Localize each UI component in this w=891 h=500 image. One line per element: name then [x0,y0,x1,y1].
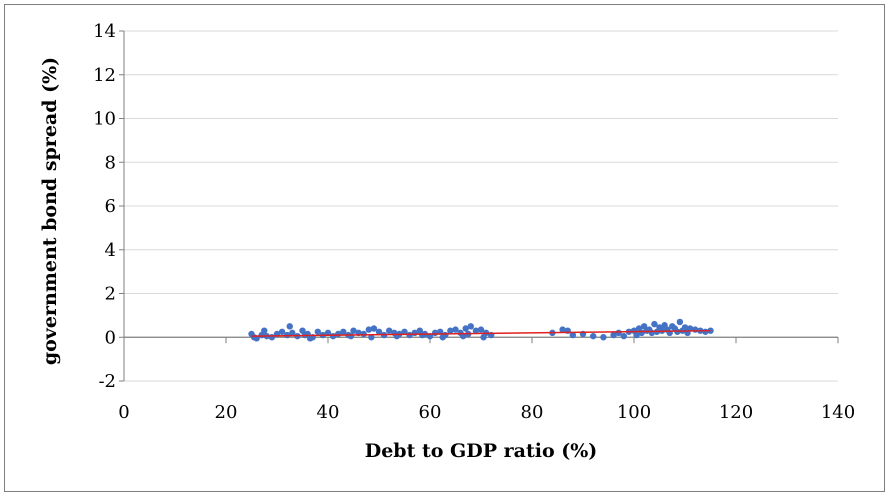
y-tick-label: 4 [105,240,116,261]
data-point [676,318,684,326]
data-point [375,328,383,335]
data-point [278,328,286,335]
y-tick-label: 6 [105,196,116,217]
data-point [480,334,487,341]
y-tick-label: 12 [93,65,116,86]
data-point [651,320,658,328]
data-point [559,326,566,333]
chart-frame [4,4,885,492]
y-tick-label: 14 [93,21,116,42]
gridlines [124,30,838,382]
data-point [350,327,357,334]
data-point [368,334,375,341]
y-tick-label: 10 [93,109,116,130]
data-point [370,325,378,332]
data-point [610,331,617,339]
data-point [633,331,640,339]
data-point [620,332,627,340]
data-point [314,328,321,335]
trendline-group [251,329,711,337]
data-point [447,327,454,334]
data-point [452,326,459,333]
data-point [306,335,314,342]
data-point [439,334,446,341]
data-point [472,327,480,334]
data-point [419,331,426,339]
data-point [386,327,393,334]
data-point [681,324,689,331]
x-tick-label: 40 [317,402,340,423]
data-point [347,332,355,340]
data-point [686,325,694,332]
y-tick-label: -2 [98,371,116,392]
y-tick-label: 8 [105,152,116,173]
data-point [590,332,597,340]
data-point [365,326,372,333]
y-tick-labels: -2 0 2 4 6 8 10 12 14 [93,21,116,392]
data-point [467,323,474,330]
data-points [248,318,714,342]
data-point [459,332,467,340]
data-point [289,329,296,337]
y-axis-title: government bond spread (%) [39,57,61,365]
data-point [569,331,576,339]
data-point [324,329,332,337]
x-tick-label: 60 [419,402,442,423]
y-tick-label: 0 [105,327,116,348]
data-point [261,327,268,334]
trendline [251,329,711,337]
x-axis-title: Debt to GDP ratio (%) [365,440,598,462]
x-tick-label: 140 [821,402,855,423]
data-point [406,331,413,339]
data-point [360,330,367,338]
x-tick-label: 20 [215,402,238,423]
data-point [340,328,347,335]
data-point [286,323,293,330]
x-tick-label: 80 [521,402,544,423]
x-tick-labels: 0 20 40 60 80 100 120 140 [118,402,855,423]
data-point [600,334,607,341]
data-point [477,326,485,333]
x-tick-label: 0 [118,402,129,423]
x-tick-label: 100 [617,402,651,423]
data-point [462,325,469,332]
x-tick-label: 120 [719,402,753,423]
y-tick-label: 2 [105,284,116,305]
data-point [401,328,408,335]
